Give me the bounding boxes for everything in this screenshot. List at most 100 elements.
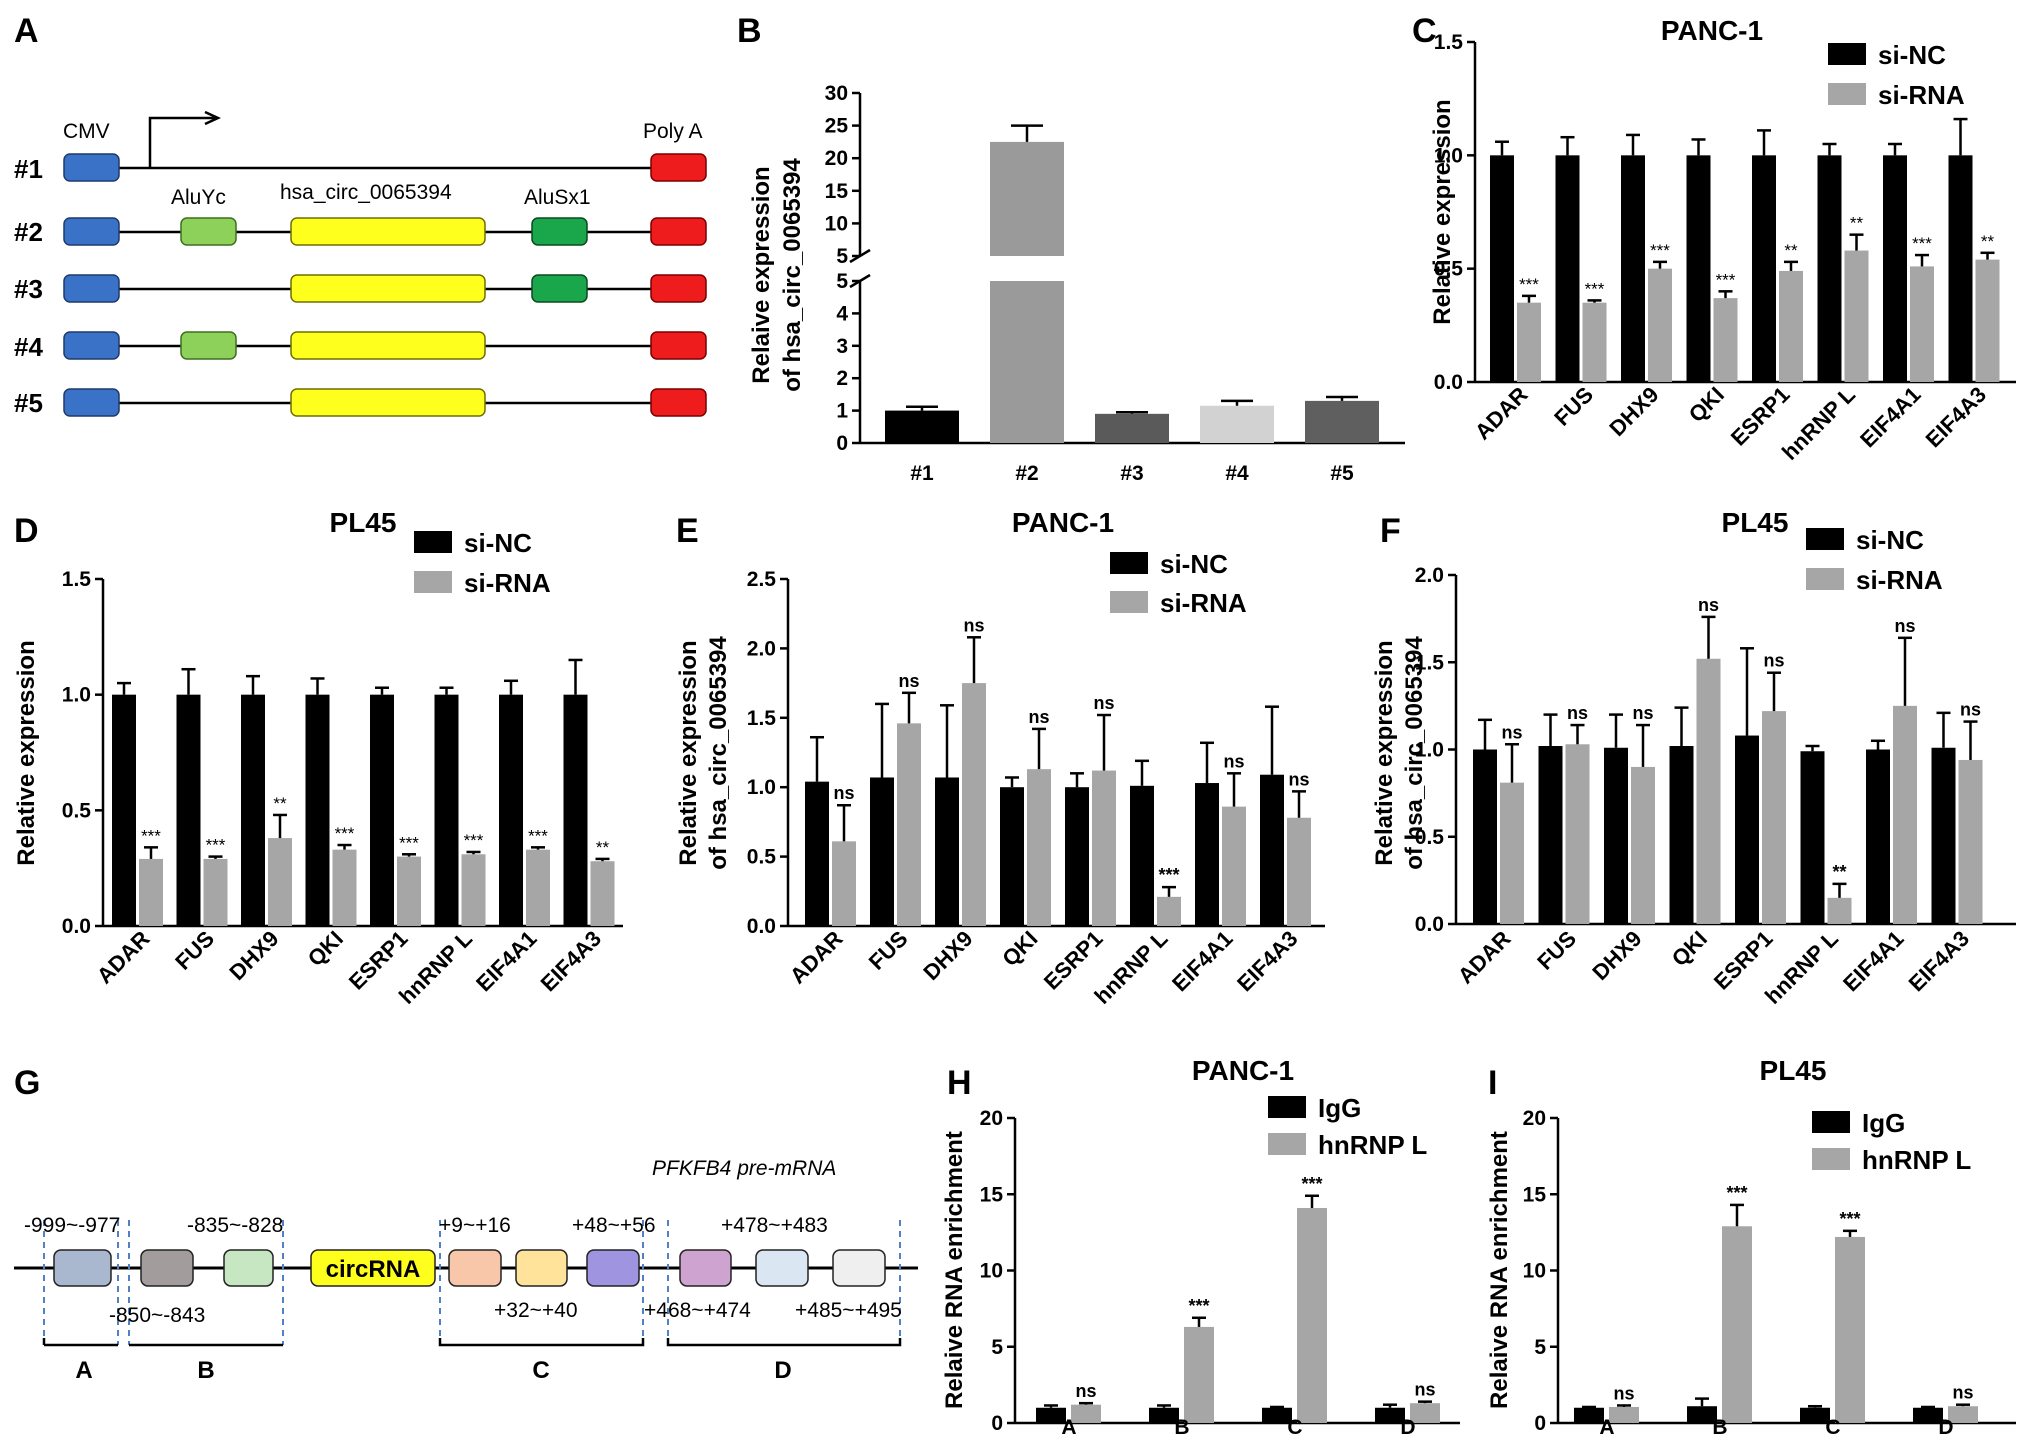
significance-label: ns — [1613, 1383, 1634, 1403]
legend-label: hnRNP L — [1862, 1145, 1971, 1175]
panel-label-d: D — [14, 512, 39, 550]
legend-label: si-NC — [464, 528, 532, 558]
y-axis-label: of hsa_circ_0065394 — [705, 636, 732, 870]
bar — [885, 410, 959, 443]
motif-box — [448, 1249, 502, 1287]
x-tick-label: QKI — [303, 926, 348, 971]
circ-label: hsa_circ_0065394 — [280, 181, 452, 204]
panel-label-i: I — [1488, 1064, 1497, 1102]
legend-swatch-si-rna — [1828, 83, 1866, 105]
bar-si-nc — [1555, 155, 1580, 382]
significance-label: *** — [1912, 234, 1932, 253]
region-brackets — [42, 1338, 902, 1347]
x-tick-label: ADAR — [1453, 926, 1516, 989]
chart-title: PANC-1 — [1192, 1055, 1294, 1086]
panel-g: G PFKFB4 pre-mRNA circRNA — [14, 1064, 918, 1384]
significance-label: ns — [1567, 703, 1588, 723]
y-tick-label: 30 — [825, 82, 848, 105]
significance-label: *** — [1301, 1174, 1322, 1194]
bar-igg — [1036, 1407, 1066, 1423]
bar-hnrnp-l — [1609, 1406, 1639, 1423]
bar-si-nc — [1065, 787, 1089, 926]
x-tick-label: B — [1174, 1416, 1189, 1439]
x-tick-label: EIF4A3 — [536, 926, 606, 996]
significance-label: *** — [528, 826, 548, 845]
region-label-a: A — [75, 1357, 92, 1384]
panel-label-f: F — [1380, 512, 1401, 550]
bar-si-nc — [1538, 746, 1563, 924]
bar-si-nc — [1686, 155, 1711, 382]
y-axis-label: Relative expression — [1371, 640, 1398, 865]
x-tick-label: EIF4A1 — [1855, 382, 1925, 452]
y-tick-label: 0.5 — [62, 799, 92, 822]
polya-label: Poly A — [643, 120, 703, 143]
panel-a: A CMV Poly A AluYc hsa_circ_0065394 AluS… — [14, 12, 707, 418]
x-tick-label: hnRNP L — [1777, 382, 1860, 465]
y-tick-label: 1.0 — [1434, 144, 1463, 167]
y-axis-label: Relative expression — [675, 640, 702, 865]
y-axis-label: Relaive expression — [748, 166, 775, 383]
significance-label: *** — [1158, 865, 1179, 885]
bar-si-rna — [397, 856, 421, 926]
bar-hnrnp-l — [1410, 1403, 1440, 1423]
bar-si-rna — [1287, 817, 1311, 926]
bar-si-nc — [1883, 155, 1907, 382]
motif-box — [679, 1249, 732, 1287]
significance-label: *** — [1716, 270, 1736, 289]
x-tick-label: QKI — [1684, 382, 1729, 427]
y-tick-label: 1.5 — [62, 568, 92, 591]
bar-si-nc — [563, 694, 588, 926]
bar-si-rna — [1910, 266, 1934, 382]
significance-label: ** — [1784, 241, 1798, 260]
alusx1-block — [531, 274, 588, 303]
alusx1-label: AluSx1 — [524, 186, 591, 209]
y-tick-label: 0.5 — [1415, 826, 1445, 849]
x-tick-label: C — [1287, 1416, 1302, 1439]
y-axis-label: of hsa_circ_0065394 — [1401, 636, 1428, 870]
bar-si-nc — [1490, 155, 1514, 382]
significance-label: ns — [1960, 700, 1981, 720]
premrna-label: PFKFB4 pre-mRNA — [652, 1157, 836, 1180]
significance-label: *** — [1650, 241, 1670, 260]
motif-top-label: +478~+483 — [721, 1214, 828, 1237]
legend-swatch-hnrnp-l — [1812, 1148, 1850, 1170]
motif-top-label: +48~+56 — [572, 1214, 656, 1237]
bar-si-rna — [1779, 270, 1803, 382]
motif-box — [755, 1249, 809, 1287]
bar-hnrnp-l — [1835, 1236, 1865, 1423]
chart-title: PANC-1 — [1012, 507, 1114, 538]
legend-swatch-si-nc — [414, 531, 452, 553]
y-tick-label: 0 — [991, 1412, 1003, 1435]
polya-block — [650, 217, 707, 246]
motif-bottom-label: +468~+474 — [644, 1299, 751, 1322]
bar-si-nc — [1621, 155, 1645, 382]
y-axis-label: Relaive RNA enrichment — [1486, 1131, 1513, 1409]
legend-label: si-RNA — [464, 568, 551, 598]
significance-label: *** — [206, 836, 226, 855]
x-tick-label: #4 — [1225, 462, 1249, 485]
polya-block — [650, 153, 707, 182]
circ-block — [290, 217, 486, 246]
promoter-arrow — [148, 116, 215, 168]
significance-label: ns — [1952, 1383, 1973, 1403]
y-axis-label: Relaive RNA enrichment — [941, 1131, 968, 1409]
motif-top-label: -999~-977 — [24, 1214, 120, 1237]
bar-si-nc — [1817, 155, 1842, 382]
x-tick-label: #3 — [1120, 462, 1143, 485]
y-tick-label: 0.5 — [1434, 258, 1464, 281]
legend-label: si-NC — [1160, 549, 1228, 579]
bar-si-nc — [1800, 751, 1825, 924]
bar-si-nc — [1752, 155, 1776, 382]
x-tick-label: EIF4A1 — [1838, 926, 1908, 996]
chart-i: 0 5 10 15 20 PL45 Relaive RNA enrichment IgG hnR… — [1486, 1055, 2016, 1439]
construct-label-2: #2 — [14, 217, 43, 247]
y-tick-label: 15 — [980, 1183, 1004, 1206]
x-tick-label: FUS — [1549, 382, 1598, 431]
bar-si-rna — [139, 858, 163, 926]
bar-hnrnp-l — [1297, 1207, 1327, 1423]
motif-bottom-label: -850~-843 — [109, 1304, 205, 1327]
motif-box — [515, 1249, 568, 1287]
cmv-label: CMV — [63, 120, 110, 143]
x-tick-label: QKI — [1667, 926, 1712, 971]
significance-label: ns — [833, 783, 854, 803]
